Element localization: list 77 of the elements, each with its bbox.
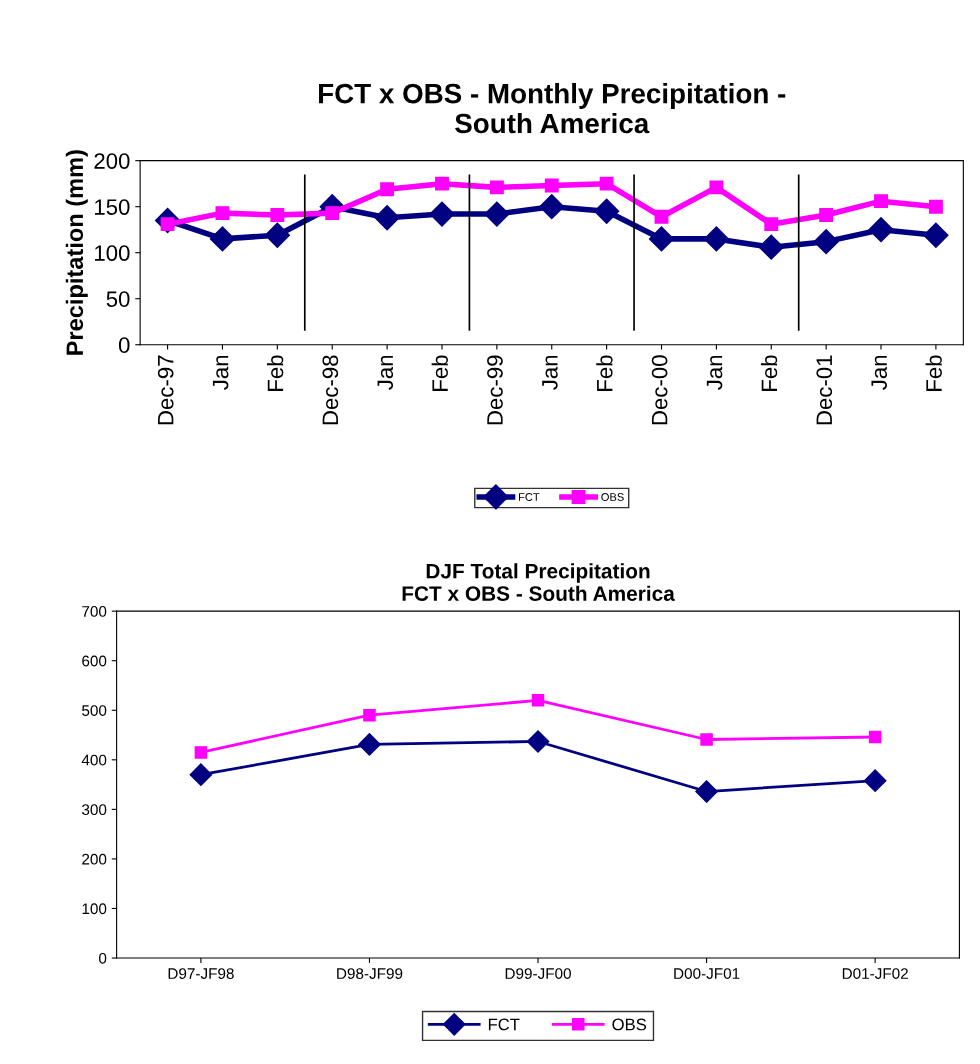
point: [654, 209, 669, 224]
point: [593, 198, 620, 224]
point: [648, 226, 675, 252]
point: [868, 217, 894, 243]
y-tick-label: 500: [82, 705, 107, 716]
x-tick-label: Feb: [266, 355, 284, 391]
point: [435, 176, 449, 191]
point: [695, 780, 718, 803]
point: [194, 746, 208, 759]
x-tick-label: Dec-97: [157, 355, 174, 425]
x-tick-label: D98-JF99: [337, 968, 403, 979]
point: [264, 222, 290, 248]
x-tick-label: Dec-00: [651, 355, 668, 425]
x-tick-label: Feb: [431, 355, 448, 391]
y-tick-label: 300: [81, 804, 107, 816]
point: [358, 733, 381, 756]
y-tick-label: 150: [95, 199, 130, 215]
y-tick-label: 0: [99, 952, 107, 964]
point: [599, 176, 614, 191]
point: [813, 229, 839, 255]
point: [868, 730, 882, 744]
x-tick-label: Feb: [925, 355, 942, 391]
chart-title: DJF Total Precipitation FCT x OBS - South America: [402, 563, 675, 601]
x-tick-label: D01-JF02: [842, 968, 908, 979]
point: [758, 234, 784, 260]
chart-title: FCT x OBS - Monthly Precipitation - South America: [319, 83, 786, 134]
y-tick-label: 100: [95, 245, 130, 261]
point: [531, 694, 545, 707]
legend-label: FCT: [488, 1018, 520, 1031]
x-tick-label: D97-JF98: [168, 968, 234, 979]
x-tick-label: D00-JF01: [674, 968, 740, 979]
point: [215, 206, 230, 221]
point: [363, 708, 376, 722]
point: [374, 205, 400, 231]
point: [189, 763, 213, 786]
point: [709, 180, 724, 195]
y-tick-label: 100: [82, 903, 107, 915]
point: [700, 733, 713, 746]
y-tick-label: 400: [81, 754, 107, 766]
point: [703, 226, 730, 252]
y-axis-title: Precipitation (mm): [65, 150, 88, 355]
y-tick-label: 600: [82, 655, 107, 667]
x-tick-label: Dec-98: [322, 355, 339, 425]
x-tick-label: Feb: [760, 355, 778, 391]
legend-label: FCT: [519, 493, 540, 501]
point: [429, 201, 455, 227]
point: [928, 199, 943, 214]
point: [863, 769, 887, 792]
legend-label: OBS: [601, 493, 624, 501]
x-tick-label: Jan: [212, 355, 229, 390]
x-tick-label: Dec-01: [816, 355, 833, 425]
point: [489, 180, 504, 195]
x-tick-label: Feb: [596, 355, 613, 391]
y-tick-label: 0: [118, 337, 130, 354]
y-tick-label: 700: [82, 606, 107, 617]
x-tick-label: Jan: [871, 355, 887, 390]
y-tick-label: 50: [106, 291, 130, 307]
y-tick-label: 200: [82, 853, 107, 865]
legend-label: OBS: [612, 1018, 647, 1031]
point: [544, 178, 559, 193]
point: [270, 208, 285, 222]
point: [539, 194, 565, 220]
x-tick-label: D99-JF00: [505, 968, 571, 979]
x-tick-label: Jan: [542, 355, 558, 390]
point: [380, 182, 395, 197]
x-tick-label: Jan: [706, 355, 723, 390]
x-tick-label: Dec-99: [487, 355, 503, 425]
x-tick-label: Jan: [377, 355, 394, 390]
y-tick-label: 200: [94, 153, 130, 169]
point: [874, 194, 888, 209]
point: [325, 206, 340, 221]
point: [819, 208, 834, 222]
point: [526, 730, 550, 753]
point: [923, 222, 949, 248]
point: [209, 226, 236, 252]
point: [484, 201, 510, 227]
point: [764, 217, 779, 232]
